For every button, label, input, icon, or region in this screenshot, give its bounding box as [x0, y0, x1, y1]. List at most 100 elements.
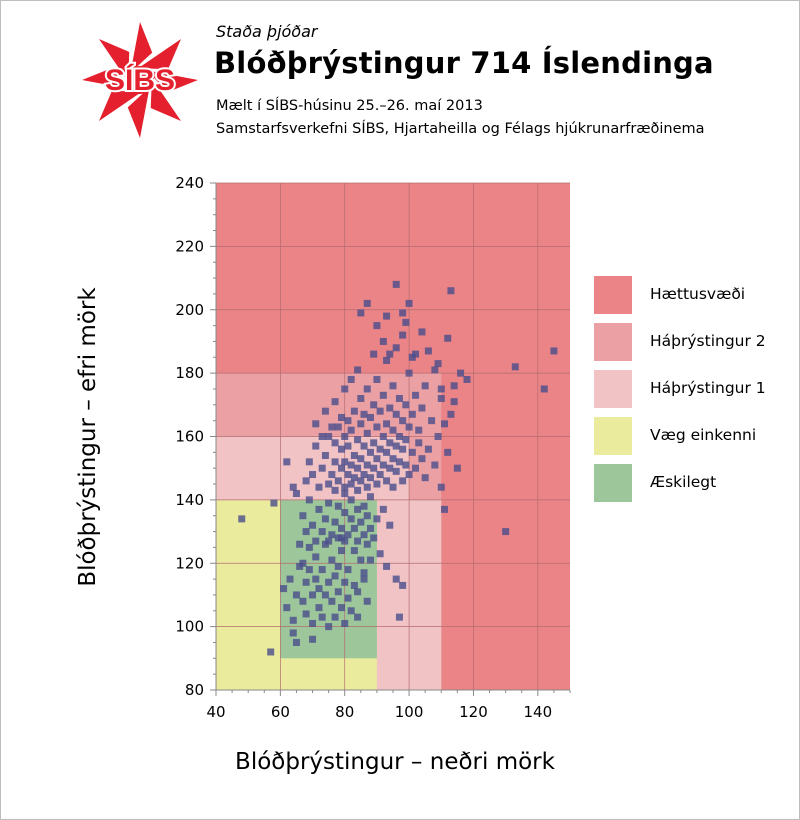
data-point — [315, 585, 323, 593]
subtitle-partners: Samstarfsverkefni SÍBS, Hjartaheilla og … — [216, 121, 705, 137]
data-point — [357, 556, 365, 564]
data-point — [444, 334, 452, 342]
data-point — [283, 604, 291, 612]
data-point — [379, 391, 387, 399]
data-point — [318, 613, 326, 621]
legend-label-stage1: Háþrýstingur 1 — [650, 379, 766, 397]
data-point — [405, 423, 413, 431]
data-point — [453, 464, 461, 472]
x-axis-label: Blóðþrýstingur – neðri mörk — [235, 749, 555, 775]
data-point — [366, 474, 374, 482]
data-point — [331, 486, 339, 494]
data-point — [463, 375, 471, 383]
data-point — [321, 515, 329, 523]
y-tick-label: 240 — [175, 174, 204, 192]
legend-label-stage2: Háþrýstingur 2 — [650, 332, 766, 350]
data-point — [395, 613, 403, 621]
data-point — [357, 394, 365, 402]
data-point — [395, 433, 403, 440]
legend-label-mild: Væg einkenni — [650, 426, 757, 444]
axes-layer: 80 100 120 140 160 180 200 220 240 40 60 80 100 120 14… — [175, 174, 571, 721]
data-point — [321, 452, 329, 460]
data-point — [312, 442, 320, 450]
data-point — [392, 280, 400, 288]
data-point — [437, 385, 445, 393]
data-point — [502, 528, 510, 536]
data-point — [405, 471, 413, 479]
data-point — [344, 417, 352, 425]
legend-item-mild: Væg einkenni — [594, 417, 770, 455]
data-point — [399, 581, 407, 589]
data-point — [331, 572, 339, 580]
data-point — [457, 369, 465, 377]
data-point — [328, 597, 336, 605]
data-point — [363, 512, 371, 520]
data-point — [389, 382, 397, 390]
legend-item-stage1: Háþrýstingur 1 — [594, 370, 770, 408]
y-tick-label: 160 — [175, 428, 204, 446]
legend-item-desirable: Æskilegt — [594, 464, 770, 502]
data-point — [302, 578, 310, 586]
data-point — [383, 312, 391, 320]
data-point — [389, 455, 397, 463]
data-point — [321, 407, 329, 415]
data-point — [386, 350, 394, 358]
data-point — [338, 547, 346, 555]
logo-ray — [138, 38, 182, 70]
data-point — [434, 360, 442, 368]
data-point — [341, 385, 349, 393]
data-point — [334, 502, 342, 510]
data-point — [360, 569, 368, 577]
data-point — [344, 531, 352, 539]
data-point — [415, 426, 423, 434]
data-point — [418, 328, 426, 336]
data-point — [315, 604, 323, 612]
data-point — [328, 471, 336, 479]
data-point — [321, 591, 329, 599]
data-point — [341, 490, 349, 498]
data-point — [347, 480, 355, 488]
data-point — [341, 619, 349, 627]
y-tick-label: 120 — [175, 554, 204, 572]
data-point — [360, 471, 368, 479]
data-point — [354, 366, 362, 374]
data-point — [412, 391, 420, 399]
data-point — [363, 429, 371, 437]
data-point — [325, 537, 333, 545]
data-point — [299, 597, 307, 605]
data-point — [363, 299, 371, 307]
data-point — [376, 550, 384, 558]
data-point — [318, 566, 326, 574]
data-point — [289, 629, 297, 637]
data-point — [318, 433, 326, 440]
data-point — [334, 423, 342, 431]
kicker-text: Staða þjóðar — [216, 22, 318, 41]
data-point — [354, 486, 362, 494]
data-point — [376, 445, 384, 453]
data-point — [360, 575, 368, 583]
x-tick-label: 60 — [271, 703, 290, 721]
data-point — [292, 638, 300, 646]
data-point — [289, 616, 297, 624]
data-point — [338, 534, 346, 542]
data-point — [350, 474, 358, 482]
logo-ray — [98, 90, 142, 122]
data-point — [383, 448, 391, 456]
data-point — [328, 556, 336, 564]
data-point — [550, 347, 558, 355]
data-point — [354, 537, 362, 545]
data-point — [431, 366, 439, 374]
data-point — [440, 420, 448, 428]
data-point — [389, 483, 397, 491]
data-point — [363, 540, 371, 548]
data-point — [383, 356, 391, 364]
data-point — [334, 562, 342, 570]
data-point — [347, 496, 355, 504]
data-point — [347, 461, 355, 469]
data-point — [318, 528, 326, 536]
data-point — [325, 480, 333, 488]
data-point — [347, 375, 355, 383]
data-point — [366, 556, 374, 564]
logo-ray — [127, 87, 150, 138]
data-point — [363, 461, 371, 469]
